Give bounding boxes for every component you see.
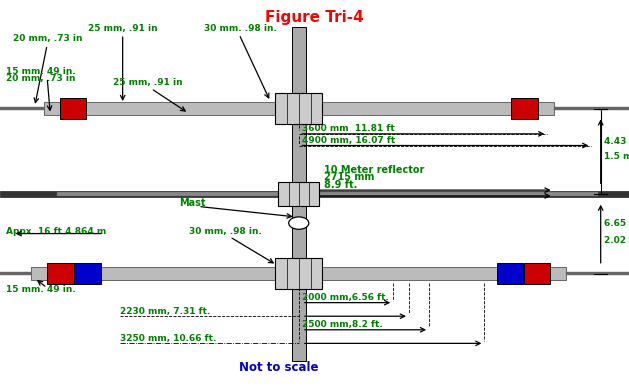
Text: 20 mm, .73 in: 20 mm, .73 in bbox=[13, 34, 82, 43]
Text: 4900 mm, 16.07 ft: 4900 mm, 16.07 ft bbox=[302, 136, 395, 145]
Bar bbox=[0, 272, 31, 275]
FancyBboxPatch shape bbox=[31, 267, 566, 280]
Bar bbox=[511, 99, 538, 119]
Text: 2.02 m: 2.02 m bbox=[604, 236, 629, 246]
Text: 6.65 ft: 6.65 ft bbox=[604, 219, 629, 228]
Text: 15 mm. 49 in.: 15 mm. 49 in. bbox=[6, 67, 76, 76]
Text: 2715 mm: 2715 mm bbox=[324, 172, 374, 182]
Text: Mast: Mast bbox=[179, 198, 206, 208]
Text: 2000 mm,6.56 ft.: 2000 mm,6.56 ft. bbox=[302, 293, 389, 302]
Text: 4.43 ft: 4.43 ft bbox=[604, 137, 629, 146]
Bar bbox=[554, 107, 629, 111]
Text: 25 mm, .91 in: 25 mm, .91 in bbox=[88, 24, 158, 33]
Text: 8.9 ft.: 8.9 ft. bbox=[324, 180, 357, 190]
Bar bbox=[0, 107, 44, 111]
Text: 20 mm, .73 in: 20 mm, .73 in bbox=[6, 74, 75, 83]
Bar bbox=[276, 93, 322, 125]
Bar bbox=[292, 27, 306, 361]
Bar bbox=[47, 263, 74, 284]
Text: Not to scale: Not to scale bbox=[239, 361, 318, 374]
FancyBboxPatch shape bbox=[44, 102, 554, 115]
Text: 1.5 m: 1.5 m bbox=[604, 152, 629, 161]
Bar bbox=[0, 191, 629, 197]
Text: 3600 mm  11.81 ft: 3600 mm 11.81 ft bbox=[302, 124, 394, 133]
Text: 2230 mm, 7.31 ft.: 2230 mm, 7.31 ft. bbox=[120, 307, 210, 315]
Text: 2500 mm,8.2 ft.: 2500 mm,8.2 ft. bbox=[302, 320, 382, 329]
Text: 30 mm. .98 in.: 30 mm. .98 in. bbox=[204, 24, 277, 33]
Bar bbox=[74, 263, 101, 284]
Bar bbox=[566, 272, 629, 275]
Text: 25 mm, .91 in: 25 mm, .91 in bbox=[113, 78, 183, 87]
Bar bbox=[57, 192, 598, 196]
Text: Figure Tri-4: Figure Tri-4 bbox=[265, 10, 364, 25]
Bar bbox=[278, 182, 320, 206]
Bar bbox=[497, 263, 523, 284]
Text: 15 mm. 49 in.: 15 mm. 49 in. bbox=[6, 285, 76, 294]
Text: 3250 mm, 10.66 ft.: 3250 mm, 10.66 ft. bbox=[120, 334, 216, 343]
Text: 30 mm, .98 in.: 30 mm, .98 in. bbox=[189, 227, 262, 236]
Text: Appx. 16 ft 4.864 m: Appx. 16 ft 4.864 m bbox=[6, 227, 106, 236]
Bar bbox=[524, 263, 550, 284]
Circle shape bbox=[289, 217, 309, 229]
Bar bbox=[60, 99, 86, 119]
Text: 10 Meter reflector: 10 Meter reflector bbox=[324, 165, 425, 175]
Bar bbox=[276, 258, 322, 289]
